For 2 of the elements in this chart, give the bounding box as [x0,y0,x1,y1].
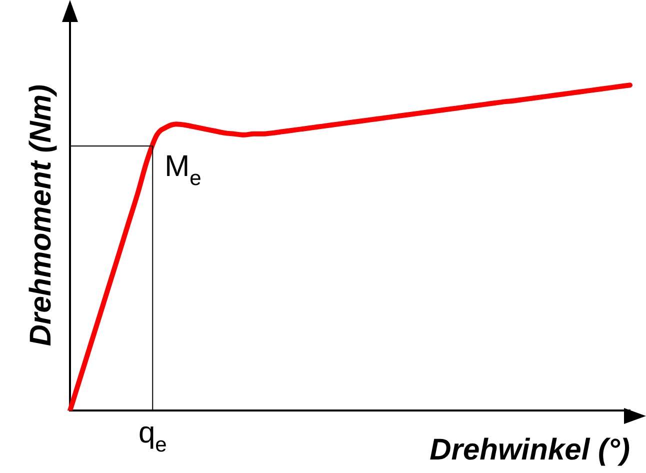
x-axis-title: Drehwinkel (°) [430,433,630,466]
y-axis-title: Drehmoment (Nm) [24,84,58,346]
